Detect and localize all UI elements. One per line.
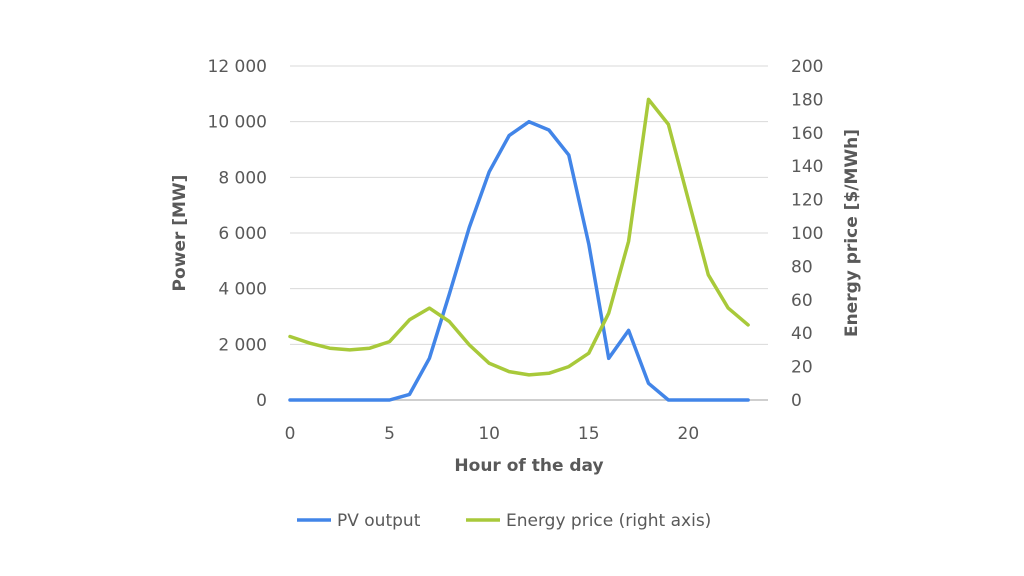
legend: PV output Energy price (right axis): [297, 511, 711, 531]
legend-label-pv-output: PV output: [337, 511, 421, 531]
series-lines: [288, 97, 750, 402]
x-tick-label: 5: [384, 424, 395, 444]
y-tick-label: 8 000: [218, 168, 267, 188]
x-tick-label: 20: [678, 424, 700, 444]
y2-tick-label: 60: [791, 291, 813, 311]
x-tick-label: 10: [478, 424, 500, 444]
y2-tick-label: 20: [791, 358, 813, 378]
y-tick-label: 12 000: [208, 57, 267, 77]
y2-axis-title: Energy price [$/MWh]: [842, 129, 862, 337]
y2-tick-label: 200: [791, 57, 823, 77]
x-tick-label: 15: [578, 424, 600, 444]
y2-tick-label: 140: [791, 157, 823, 177]
y2-tick-label: 180: [791, 90, 823, 110]
y-tick-label: 4 000: [218, 280, 267, 300]
legend-label-energy-price: Energy price (right axis): [506, 511, 711, 531]
y-axis-title: Power [MW]: [170, 175, 190, 292]
series-line-energy-price: [288, 97, 750, 377]
y2-tick-label: 80: [791, 257, 813, 277]
y2-tick-label: 160: [791, 124, 823, 144]
x-axis-title: Hour of the day: [454, 456, 603, 476]
gridlines: [290, 65, 768, 345]
tick-labels: 0 2 000 4 000 6 000 8 000 10 000 12 000 0 20 40 60…: [208, 57, 824, 444]
y-tick-label: 6 000: [218, 224, 267, 244]
y2-tick-label: 100: [791, 224, 823, 244]
series-line-pv-output: [288, 119, 750, 402]
y2-tick-label: 0: [791, 391, 802, 411]
y-tick-label: 2 000: [218, 335, 267, 355]
y2-tick-label: 120: [791, 191, 823, 211]
y2-tick-label: 40: [791, 324, 813, 344]
y-tick-label: 10 000: [208, 113, 267, 133]
y-tick-label: 0: [256, 391, 267, 411]
x-tick-label: 0: [285, 424, 296, 444]
